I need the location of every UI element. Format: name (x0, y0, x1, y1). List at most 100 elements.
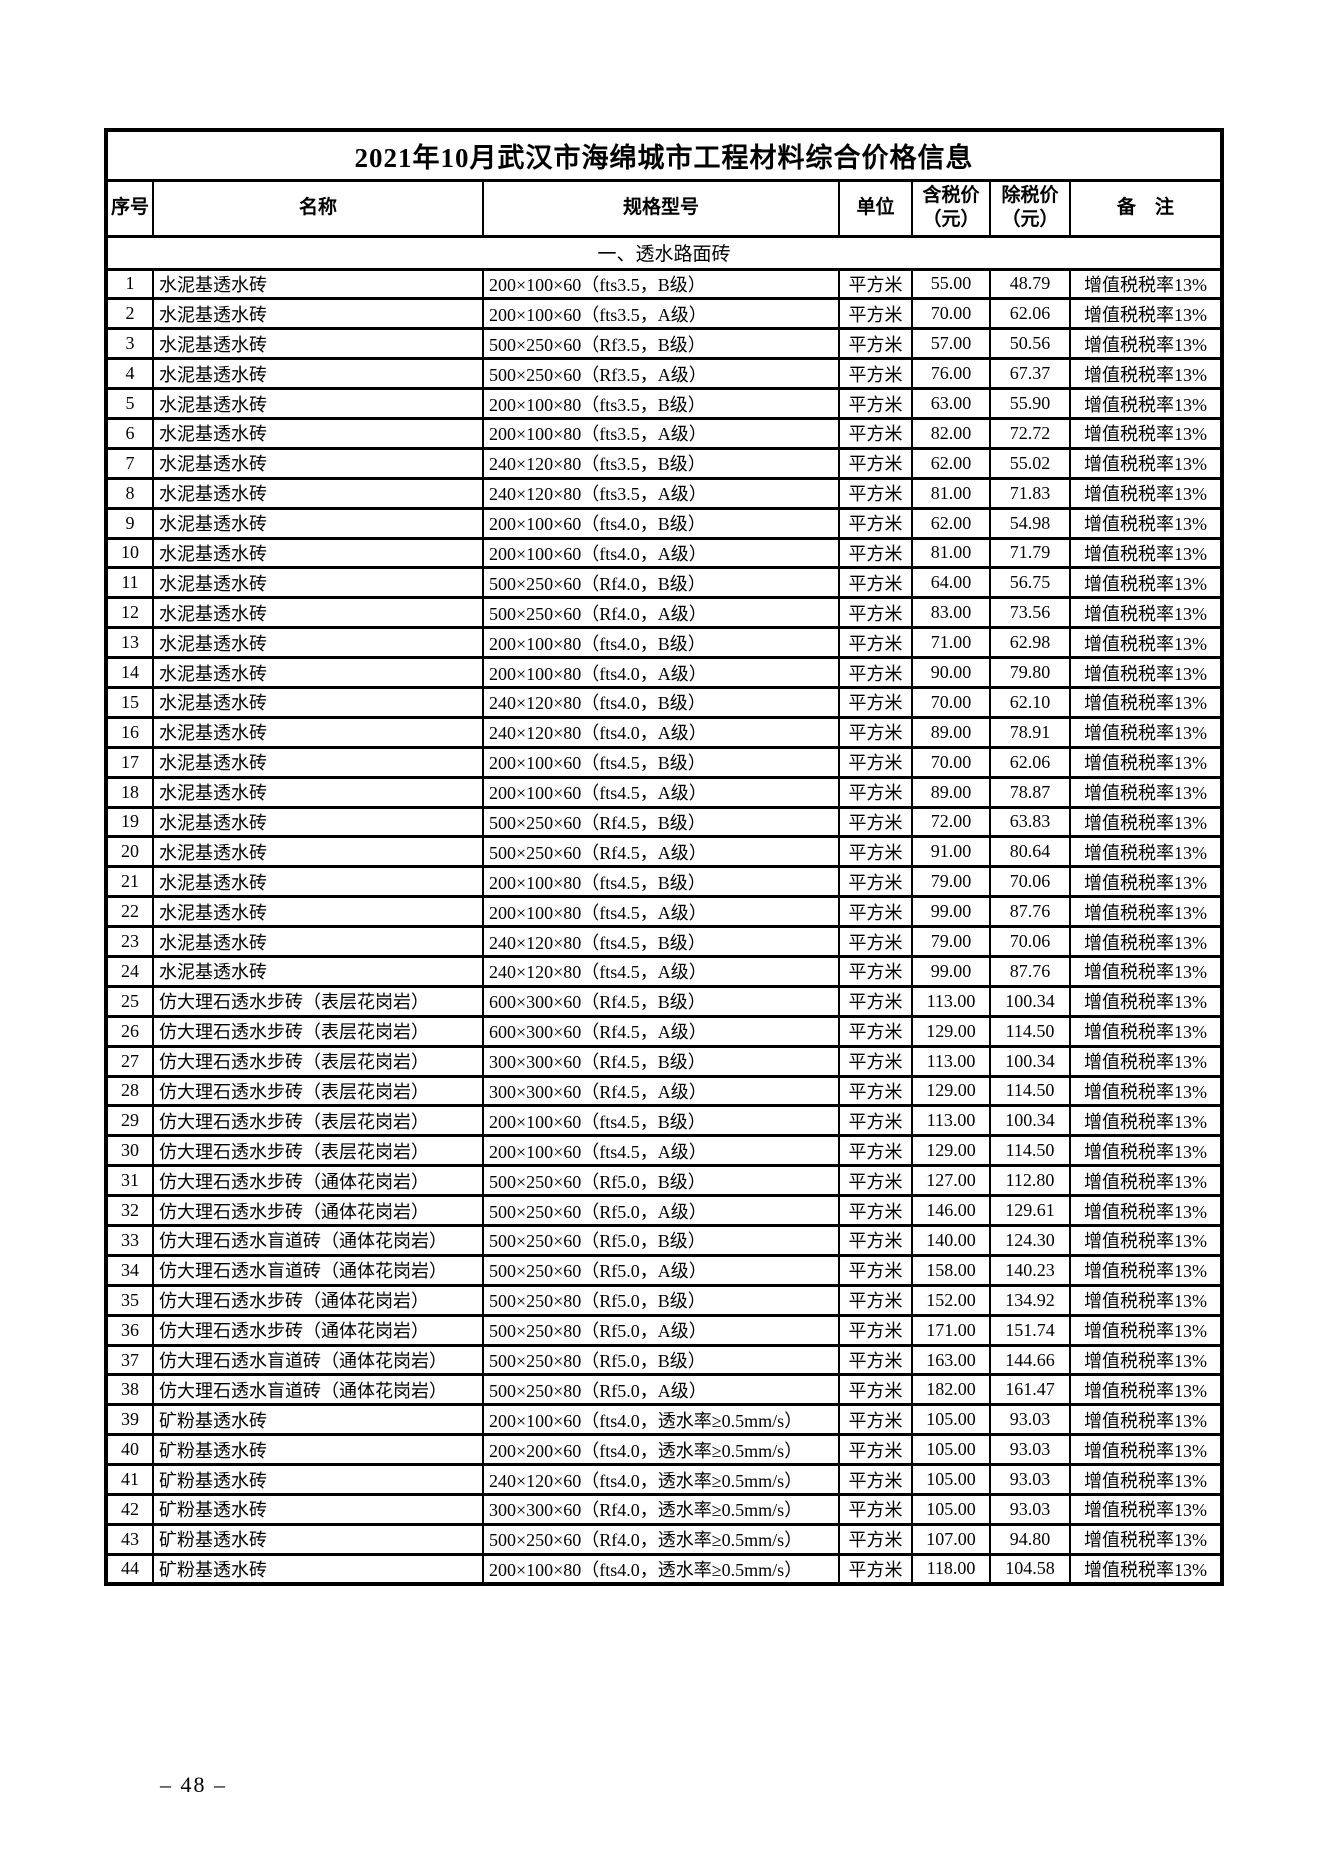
cell-price-incl-tax: 64.00 (911, 566, 991, 600)
cell-spec: 200×100×80（fts4.5，A级） (482, 895, 840, 929)
table-row: 24 水泥基透水砖 240×120×80（fts4.5，A级） 平方米 99.0… (105, 954, 1223, 988)
cell-spec: 240×120×80（fts4.5，A级） (482, 954, 840, 988)
cell-material-name: 水泥基透水砖 (152, 267, 484, 301)
cell-material-name: 水泥基透水砖 (152, 297, 484, 331)
cell-unit: 平方米 (838, 895, 913, 929)
table-row: 30 仿大理石透水步砖（表层花岗岩） 200×100×60（fts4.5，A级）… (105, 1134, 1223, 1168)
cell-unit: 平方米 (838, 1552, 913, 1586)
table-row: 18 水泥基透水砖 200×100×60（fts4.5，A级） 平方米 89.0… (105, 775, 1223, 809)
cell-price-incl-tax: 127.00 (911, 1164, 991, 1198)
cell-seq-no: 32 (105, 1194, 154, 1227)
cell-seq-no: 28 (105, 1074, 154, 1108)
cell-material-name: 水泥基透水砖 (152, 596, 484, 630)
cell-spec: 500×250×60（Rf3.5，B级） (482, 327, 840, 361)
cell-seq-no: 1 (105, 267, 154, 301)
cell-remark: 增值税税率13% (1069, 357, 1223, 391)
cell-material-name: 水泥基透水砖 (152, 715, 484, 749)
cell-spec: 200×100×80（fts4.0，B级） (482, 626, 840, 660)
cell-remark: 增值税税率13% (1069, 1373, 1223, 1407)
cell-unit: 平方米 (838, 476, 913, 510)
cell-spec: 200×100×60（fts4.0，透水率≥0.5mm/s） (482, 1403, 840, 1437)
cell-remark: 增值税税率13% (1069, 1522, 1223, 1556)
cell-material-name: 仿大理石透水盲道砖（通体花岗岩） (152, 1373, 484, 1407)
cell-spec: 200×100×80（fts3.5，A级） (482, 416, 840, 450)
cell-unit: 平方米 (838, 685, 913, 719)
cell-seq-no: 16 (105, 715, 154, 749)
cell-material-name: 水泥基透水砖 (152, 506, 484, 540)
cell-remark: 增值税税率13% (1069, 1433, 1223, 1467)
cell-price-excl-tax: 100.34 (989, 1104, 1071, 1138)
column-header-price-excl-tax: 除税价 （元） (989, 178, 1071, 238)
cell-unit: 平方米 (838, 925, 913, 958)
cell-unit: 平方米 (838, 1014, 913, 1048)
column-header-unit: 单位 (838, 178, 913, 238)
cell-remark: 增值税税率13% (1069, 745, 1223, 779)
cell-seq-no: 39 (105, 1403, 154, 1437)
cell-unit: 平方米 (838, 1522, 913, 1556)
cell-seq-no: 25 (105, 984, 154, 1018)
cell-price-excl-tax: 87.76 (989, 895, 1071, 929)
table-row: 8 水泥基透水砖 240×120×80（fts3.5，A级） 平方米 81.00… (105, 476, 1223, 510)
cell-price-incl-tax: 105.00 (911, 1433, 991, 1467)
cell-material-name: 仿大理石透水步砖（表层花岗岩） (152, 1074, 484, 1108)
cell-remark: 增值税税率13% (1069, 775, 1223, 809)
cell-remark: 增值税税率13% (1069, 1313, 1223, 1347)
cell-unit: 平方米 (838, 1044, 913, 1078)
cell-remark: 增值税税率13% (1069, 1253, 1223, 1287)
cell-remark: 增值税税率13% (1069, 685, 1223, 719)
cell-unit: 平方米 (838, 1164, 913, 1198)
column-header-price-incl-tax: 含税价 （元） (911, 178, 991, 238)
cell-price-incl-tax: 76.00 (911, 357, 991, 391)
cell-price-incl-tax: 146.00 (911, 1194, 991, 1227)
cell-price-incl-tax: 62.00 (911, 506, 991, 540)
cell-material-name: 仿大理石透水步砖（表层花岗岩） (152, 1134, 484, 1168)
cell-seq-no: 5 (105, 387, 154, 420)
cell-unit: 平方米 (838, 357, 913, 391)
cell-unit: 平方米 (838, 1493, 913, 1526)
cell-material-name: 水泥基透水砖 (152, 566, 484, 600)
cell-remark: 增值税税率13% (1069, 1343, 1223, 1377)
cell-price-incl-tax: 70.00 (911, 685, 991, 719)
cell-price-excl-tax: 100.34 (989, 984, 1071, 1018)
cell-unit: 平方米 (838, 416, 913, 450)
cell-price-incl-tax: 107.00 (911, 1522, 991, 1556)
cell-price-excl-tax: 70.06 (989, 865, 1071, 899)
table-row: 31 仿大理石透水步砖（通体花岗岩） 500×250×60（Rf5.0，B级） … (105, 1164, 1223, 1198)
cell-remark: 增值税税率13% (1069, 1194, 1223, 1227)
cell-price-excl-tax: 80.64 (989, 835, 1071, 869)
cell-remark: 增值税税率13% (1069, 925, 1223, 958)
section-header: 一、透水路面砖 (105, 234, 1223, 271)
cell-unit: 平方米 (838, 1074, 913, 1108)
cell-remark: 增值税税率13% (1069, 1134, 1223, 1168)
cell-seq-no: 36 (105, 1313, 154, 1347)
table-row: 12 水泥基透水砖 500×250×60（Rf4.0，A级） 平方米 83.00… (105, 596, 1223, 630)
cell-price-incl-tax: 105.00 (911, 1403, 991, 1437)
cell-spec: 240×120×80（fts4.0，B级） (482, 685, 840, 719)
cell-price-incl-tax: 83.00 (911, 596, 991, 630)
cell-material-name: 水泥基透水砖 (152, 626, 484, 660)
table-row: 37 仿大理石透水盲道砖（通体花岗岩） 500×250×80（Rf5.0，B级）… (105, 1343, 1223, 1377)
table-row: 4 水泥基透水砖 500×250×60（Rf3.5，A级） 平方米 76.00 … (105, 357, 1223, 391)
cell-unit: 平方米 (838, 775, 913, 809)
cell-unit: 平方米 (838, 267, 913, 301)
cell-unit: 平方米 (838, 865, 913, 899)
cell-price-excl-tax: 48.79 (989, 267, 1071, 301)
cell-price-excl-tax: 93.03 (989, 1493, 1071, 1526)
cell-material-name: 仿大理石透水步砖（表层花岗岩） (152, 984, 484, 1018)
table-row: 41 矿粉基透水砖 240×120×60（fts4.0，透水率≥0.5mm/s）… (105, 1463, 1223, 1497)
cell-remark: 增值税税率13% (1069, 865, 1223, 899)
cell-unit: 平方米 (838, 536, 913, 570)
cell-material-name: 水泥基透水砖 (152, 357, 484, 391)
cell-price-excl-tax: 78.87 (989, 775, 1071, 809)
cell-price-incl-tax: 91.00 (911, 835, 991, 869)
cell-material-name: 水泥基透水砖 (152, 925, 484, 958)
cell-seq-no: 42 (105, 1493, 154, 1526)
cell-seq-no: 37 (105, 1343, 154, 1377)
cell-material-name: 矿粉基透水砖 (152, 1522, 484, 1556)
cell-material-name: 仿大理石透水盲道砖（通体花岗岩） (152, 1224, 484, 1257)
cell-price-incl-tax: 89.00 (911, 775, 991, 809)
cell-price-excl-tax: 62.10 (989, 685, 1071, 719)
cell-unit: 平方米 (838, 954, 913, 988)
cell-remark: 增值税税率13% (1069, 596, 1223, 630)
cell-material-name: 仿大理石透水步砖（通体花岗岩） (152, 1194, 484, 1227)
